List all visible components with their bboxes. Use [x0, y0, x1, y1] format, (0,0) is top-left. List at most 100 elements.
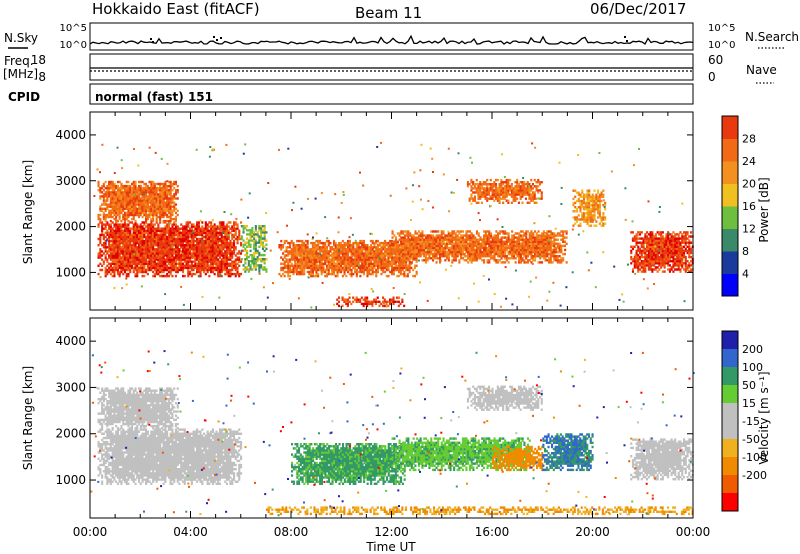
power-cell-5 [528, 236, 531, 239]
power-cell-3 [290, 250, 293, 253]
power-cell-5 [504, 250, 507, 254]
power-cell-3 [396, 260, 399, 263]
power-cell-0 [141, 231, 144, 234]
power-cell-2 [254, 239, 257, 242]
power-cell-5 [526, 248, 529, 252]
power-cell-0 [131, 244, 134, 247]
power-cell-1 [116, 191, 119, 194]
power-cell-1 [125, 180, 128, 184]
power-cell-5 [402, 240, 405, 243]
power-cell-5 [428, 238, 431, 241]
power-cell-2 [253, 239, 256, 242]
power-cell-0 [211, 237, 214, 241]
power-cell-5 [477, 248, 480, 252]
power-cell-5 [454, 242, 457, 245]
power-cell-3 [306, 270, 309, 274]
power-cell-3 [368, 270, 371, 274]
power-cell-3 [378, 266, 381, 270]
power-cell-0 [104, 227, 107, 230]
power-cell-5 [497, 248, 500, 252]
power-cell-0 [187, 264, 190, 267]
power-cell-1 [143, 191, 146, 194]
power-cell-0 [111, 270, 114, 274]
power-cell-5 [446, 242, 449, 245]
power-cell-0 [97, 223, 100, 226]
power-cell-3 [318, 268, 321, 272]
power-cell-0 [153, 227, 156, 230]
power-cell-0 [196, 241, 199, 245]
power-cell-5 [426, 236, 429, 239]
power-cell-1 [162, 189, 165, 192]
power-cell-0 [185, 266, 188, 270]
power-cell-0 [192, 250, 195, 253]
power-cell-0 [129, 258, 132, 261]
power-cell-0 [174, 258, 177, 261]
power-cell-3 [398, 244, 401, 247]
power-cell-0 [127, 237, 130, 241]
power-cell-0 [157, 272, 160, 276]
power-cell-5 [442, 248, 445, 252]
power-cell-0 [169, 241, 172, 245]
power-cell-5 [454, 236, 457, 239]
power-cell-0 [162, 260, 165, 263]
power-cell-0 [201, 254, 204, 257]
power-cell-5 [526, 242, 529, 245]
power-cell-0 [148, 244, 151, 247]
power-cell-3 [348, 266, 351, 270]
power-cell-3 [340, 256, 343, 259]
power-cell-0 [164, 241, 167, 245]
power-cell-5 [486, 234, 489, 237]
power-cell-5 [542, 240, 545, 243]
power-cell-5 [479, 248, 482, 252]
power-cell-1 [153, 199, 156, 202]
power-cell-1 [167, 191, 170, 194]
power-cell-3 [361, 264, 364, 267]
power-cell-3 [345, 250, 348, 253]
power-cell-1 [152, 219, 155, 223]
power-cell-1 [109, 195, 112, 198]
power-cell-0 [190, 227, 193, 230]
power-cell-1 [138, 203, 141, 206]
power-cell-3 [340, 264, 343, 267]
power-cell-5 [456, 242, 459, 245]
power-cell-3 [361, 258, 364, 261]
power-cell-5 [500, 240, 503, 243]
power-cell-0 [104, 254, 107, 257]
power-cell-1 [113, 191, 116, 194]
power-cell-5 [481, 238, 484, 241]
power-cell-3 [359, 270, 362, 274]
power-cell-5 [483, 248, 486, 252]
power-cell-3 [355, 264, 358, 267]
power-cell-0 [190, 239, 193, 243]
power-cell-2 [251, 229, 254, 232]
power-cell-5 [440, 255, 443, 258]
power-cell-3 [283, 270, 286, 274]
power-cell-0 [148, 248, 151, 251]
power-cell-0 [176, 231, 179, 234]
power-cell-5 [539, 261, 542, 264]
power-cell-0 [152, 235, 155, 239]
power-cell-5 [467, 234, 470, 237]
power-cell-5 [518, 242, 521, 245]
power-cell-5 [523, 238, 526, 241]
power-cell-3 [327, 264, 330, 267]
power-cell-5 [424, 255, 427, 258]
power-cell-1 [113, 203, 116, 206]
power-cell-3 [313, 274, 316, 278]
power-cell-5 [548, 236, 551, 239]
power-cell-3 [333, 241, 336, 245]
power-cell-0 [109, 235, 112, 239]
power-cell-0 [148, 266, 151, 270]
power-cell-3 [306, 246, 309, 249]
power-cell-5 [483, 246, 486, 250]
power-cell-5 [546, 242, 549, 245]
power-cell-1 [162, 201, 165, 204]
power-cell-0 [208, 246, 211, 249]
power-cell-3 [345, 258, 348, 261]
power-cell-0 [134, 262, 137, 265]
power-cell-3 [389, 246, 392, 249]
power-cell-0 [125, 272, 128, 276]
power-cell-3 [385, 274, 388, 278]
power-cell-3 [297, 244, 300, 247]
power-cell-1 [169, 197, 172, 200]
